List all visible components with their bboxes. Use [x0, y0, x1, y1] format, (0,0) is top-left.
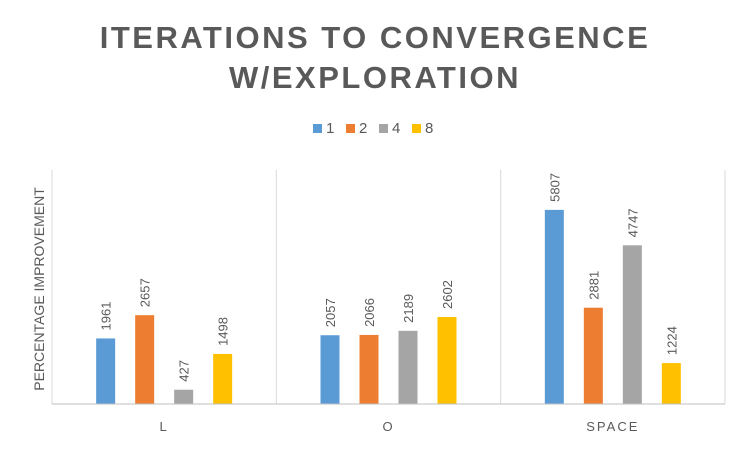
data-label: 2602 — [440, 280, 455, 309]
legend-label-2: 2 — [359, 120, 367, 137]
bar-o-series-2 — [359, 334, 379, 404]
data-label: 2657 — [138, 278, 153, 307]
category-labels: L O SPACE — [160, 419, 639, 434]
bar-space-series-1 — [544, 209, 564, 404]
bar-space-series-4 — [622, 245, 642, 404]
chart-title-line-2: W/EXPLORATION — [229, 60, 521, 95]
category-label-space: SPACE — [586, 419, 639, 434]
data-label: 1498 — [216, 317, 231, 346]
legend-label-1: 1 — [326, 120, 334, 137]
legend-swatch-8 — [412, 124, 421, 133]
bar-l-series-1 — [96, 338, 116, 404]
data-label: 2066 — [362, 298, 377, 327]
bar-l-series-8 — [213, 353, 233, 404]
category-label-l: L — [160, 419, 169, 434]
data-label: 2189 — [401, 294, 416, 323]
bar-space-series-2 — [583, 307, 603, 404]
bar-o-series-4 — [398, 330, 418, 404]
bar-o-series-8 — [437, 317, 457, 404]
legend-label-4: 4 — [392, 120, 400, 137]
data-label: 5807 — [547, 173, 562, 202]
bar-o-series-1 — [320, 335, 340, 404]
bar-l-series-2 — [135, 315, 155, 404]
legend-swatch-1 — [313, 124, 322, 133]
bar-space-series-8 — [661, 363, 681, 404]
data-label: 427 — [177, 360, 192, 382]
data-label: 1961 — [99, 302, 114, 331]
chart-title-line-1: ITERATIONS TO CONVERGENCE — [100, 20, 651, 55]
data-label: 2881 — [586, 271, 601, 300]
data-label: 1224 — [664, 326, 679, 355]
bar-l-series-4 — [174, 389, 194, 404]
y-axis-label: PERCENTAGE IMPROVEMENT — [31, 187, 47, 391]
data-labels: 1961 2657 427 1498 2057 2066 2189 2602 5807 2881 4… — [99, 173, 680, 382]
legend: 1 2 4 8 — [313, 120, 433, 137]
bars — [96, 209, 681, 404]
category-separators — [51, 170, 726, 404]
legend-swatch-2 — [346, 124, 355, 133]
data-label: 2057 — [323, 298, 338, 327]
category-label-o: O — [382, 419, 394, 434]
data-label: 4747 — [625, 208, 640, 237]
legend-label-8: 8 — [425, 120, 433, 137]
legend-swatch-4 — [379, 124, 388, 133]
